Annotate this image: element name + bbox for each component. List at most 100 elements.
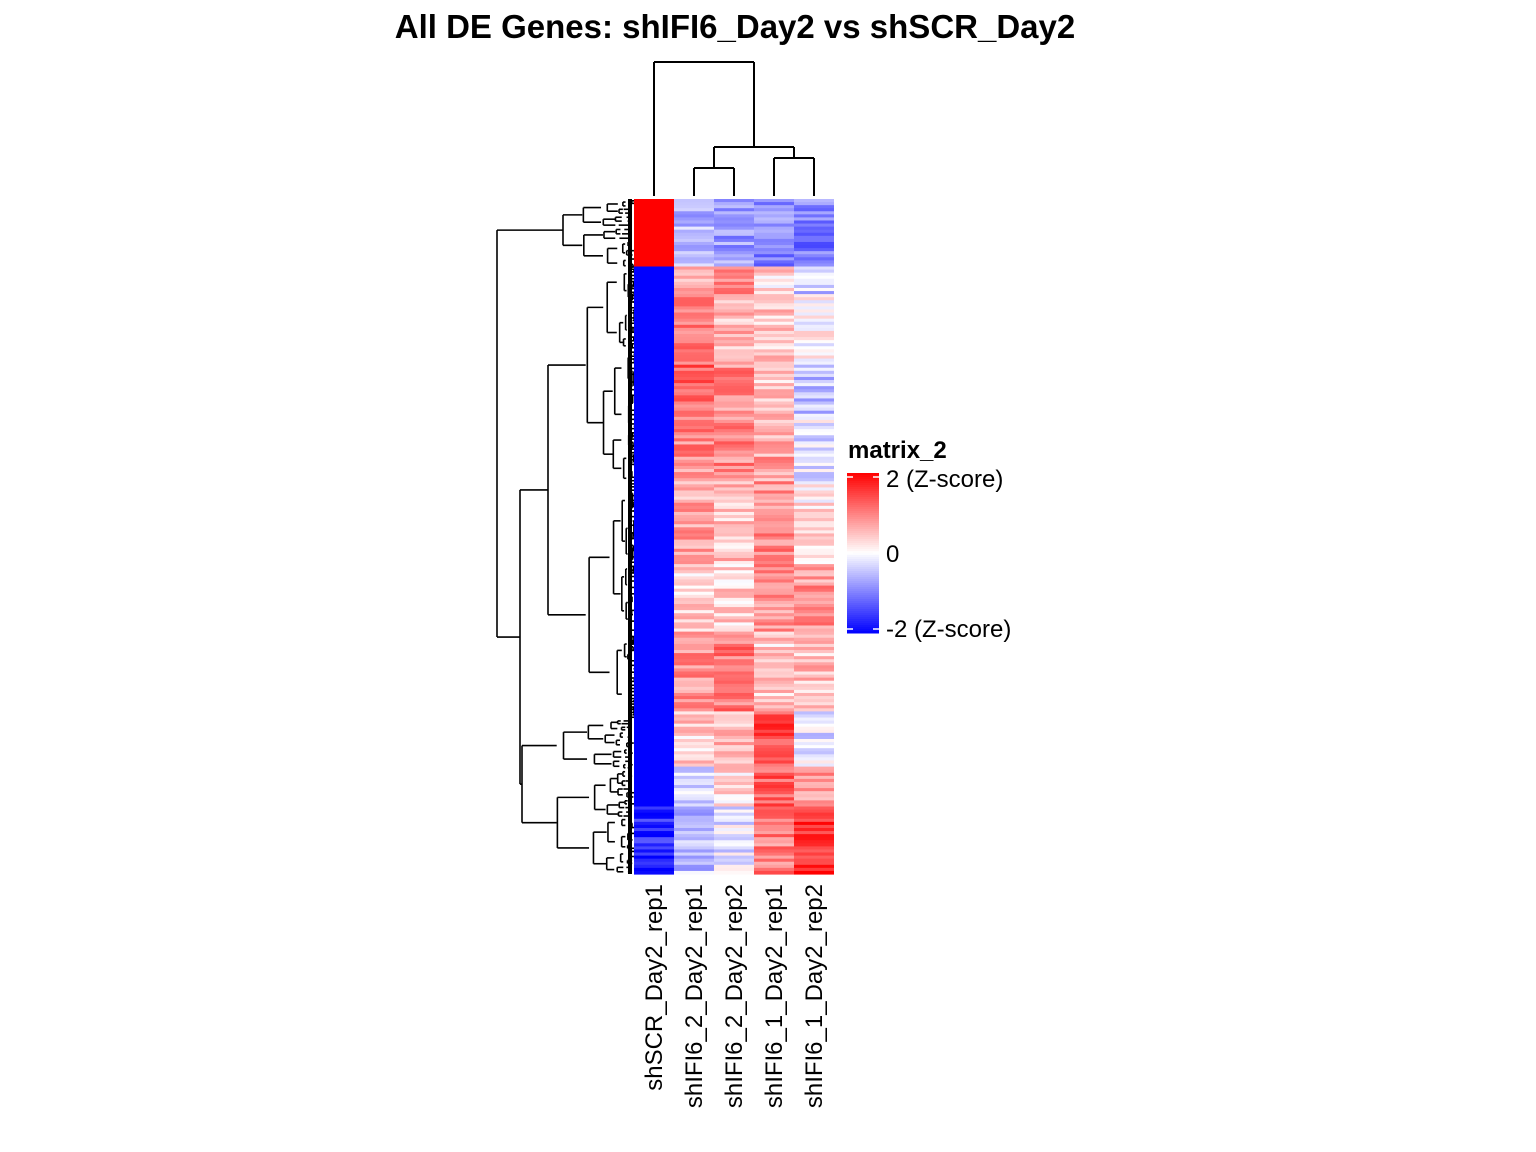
heatmap-cell: [634, 766, 674, 771]
heatmap-cell: [674, 827, 714, 832]
heatmap-cell: [714, 263, 754, 268]
heatmap-cell: [674, 809, 714, 814]
heatmap-cell: [634, 398, 674, 403]
heatmap-cell: [634, 407, 674, 412]
heatmap-cell: [674, 726, 714, 731]
heatmap-cell: [794, 692, 834, 697]
heatmap-cell: [754, 861, 794, 866]
heatmap-cell: [674, 361, 714, 366]
heatmap-cell: [754, 263, 794, 268]
heatmap-cell: [714, 861, 754, 866]
heatmap-cell: [674, 478, 714, 482]
heatmap-cell: [714, 772, 754, 777]
heatmap-cell: [714, 699, 754, 703]
heatmap-cell: [754, 269, 794, 274]
heatmap-cell: [634, 646, 674, 651]
heatmap-cell: [794, 858, 834, 863]
heatmap-cell: [794, 352, 834, 357]
heatmap-cell: [674, 530, 714, 535]
heatmap-cell: [674, 220, 714, 225]
heatmap-cell: [754, 416, 794, 421]
heatmap-cell: [754, 539, 794, 544]
heatmap-cell: [754, 208, 794, 212]
heatmap-cell: [794, 551, 834, 556]
heatmap-cell: [794, 521, 834, 525]
heatmap-cell: [714, 705, 754, 709]
heatmap-cell: [754, 309, 794, 314]
heatmap-cell: [714, 867, 754, 872]
heatmap-cell: [754, 653, 794, 657]
heatmap-cell: [674, 791, 714, 795]
legend-gradient-step: [847, 521, 879, 524]
heatmap-cell: [794, 680, 834, 685]
heatmap-cell: [674, 291, 714, 295]
heatmap-cell: [634, 735, 674, 740]
heatmap-cell: [754, 380, 794, 384]
heatmap-cell: [754, 748, 794, 752]
legend-gradient-step: [847, 575, 879, 578]
heatmap-cell: [754, 358, 794, 363]
heatmap-cell: [794, 760, 834, 765]
heatmap-cell: [634, 809, 674, 814]
heatmap-cell: [794, 766, 834, 771]
heatmap-cell: [674, 306, 714, 311]
heatmap-cell: [674, 416, 714, 421]
heatmap-cell: [674, 521, 714, 525]
heatmap-cell: [714, 214, 754, 219]
heatmap-cell: [714, 653, 754, 657]
heatmap-cell: [754, 220, 794, 225]
heatmap-cell: [794, 315, 834, 320]
heatmap-cell: [754, 864, 794, 869]
heatmap-cell: [714, 600, 754, 605]
heatmap-cell: [714, 511, 754, 516]
heatmap-cell: [674, 327, 714, 332]
heatmap-cell: [674, 579, 714, 584]
heatmap-cell: [674, 435, 714, 439]
heatmap-cell: [794, 401, 834, 406]
heatmap-cell: [754, 533, 794, 538]
heatmap-cell: [794, 478, 834, 482]
heatmap-cell: [714, 499, 754, 504]
legend-gradient-step: [847, 569, 879, 572]
heatmap-cell: [794, 754, 834, 759]
legend-gradient-step: [847, 511, 879, 514]
heatmap-cell: [634, 769, 674, 774]
heatmap-cell: [634, 438, 674, 442]
heatmap-cell: [634, 591, 674, 596]
heatmap-cell: [634, 696, 674, 700]
heatmap-cell: [794, 346, 834, 350]
heatmap-cell: [794, 591, 834, 596]
heatmap-cell: [794, 370, 834, 375]
heatmap-cell: [794, 772, 834, 777]
heatmap-cell: [714, 837, 754, 841]
heatmap-cell: [714, 846, 754, 851]
heatmap-cell: [714, 251, 754, 255]
heatmap-cell: [794, 269, 834, 274]
heatmap-cell: [634, 861, 674, 866]
heatmap-cell: [794, 735, 834, 740]
heatmap-cell: [634, 751, 674, 755]
heatmap-cell: [754, 248, 794, 252]
column-label: shIFI6_2_Day2_rep1: [681, 884, 708, 1108]
heatmap-cell: [794, 619, 834, 624]
heatmap-cell: [714, 668, 754, 673]
heatmap-cell: [674, 834, 714, 838]
heatmap-cell: [634, 248, 674, 252]
heatmap-cell: [634, 554, 674, 559]
heatmap-cell: [634, 659, 674, 663]
heatmap-cell: [754, 217, 794, 222]
heatmap-cell: [674, 622, 714, 627]
heatmap-cell: [794, 484, 834, 489]
heatmap-cell: [754, 287, 794, 292]
heatmap-cell: [754, 855, 794, 860]
heatmap-cell: [794, 208, 834, 212]
legend-gradient-step: [847, 559, 879, 562]
heatmap-cell: [794, 564, 834, 568]
heatmap-cell: [794, 291, 834, 295]
heatmap-cell: [754, 235, 794, 240]
heatmap-cell: [714, 297, 754, 301]
heatmap-cell: [714, 554, 754, 559]
heatmap-cell: [754, 616, 794, 620]
heatmap-cell: [754, 251, 794, 255]
heatmap-cell: [794, 367, 834, 372]
